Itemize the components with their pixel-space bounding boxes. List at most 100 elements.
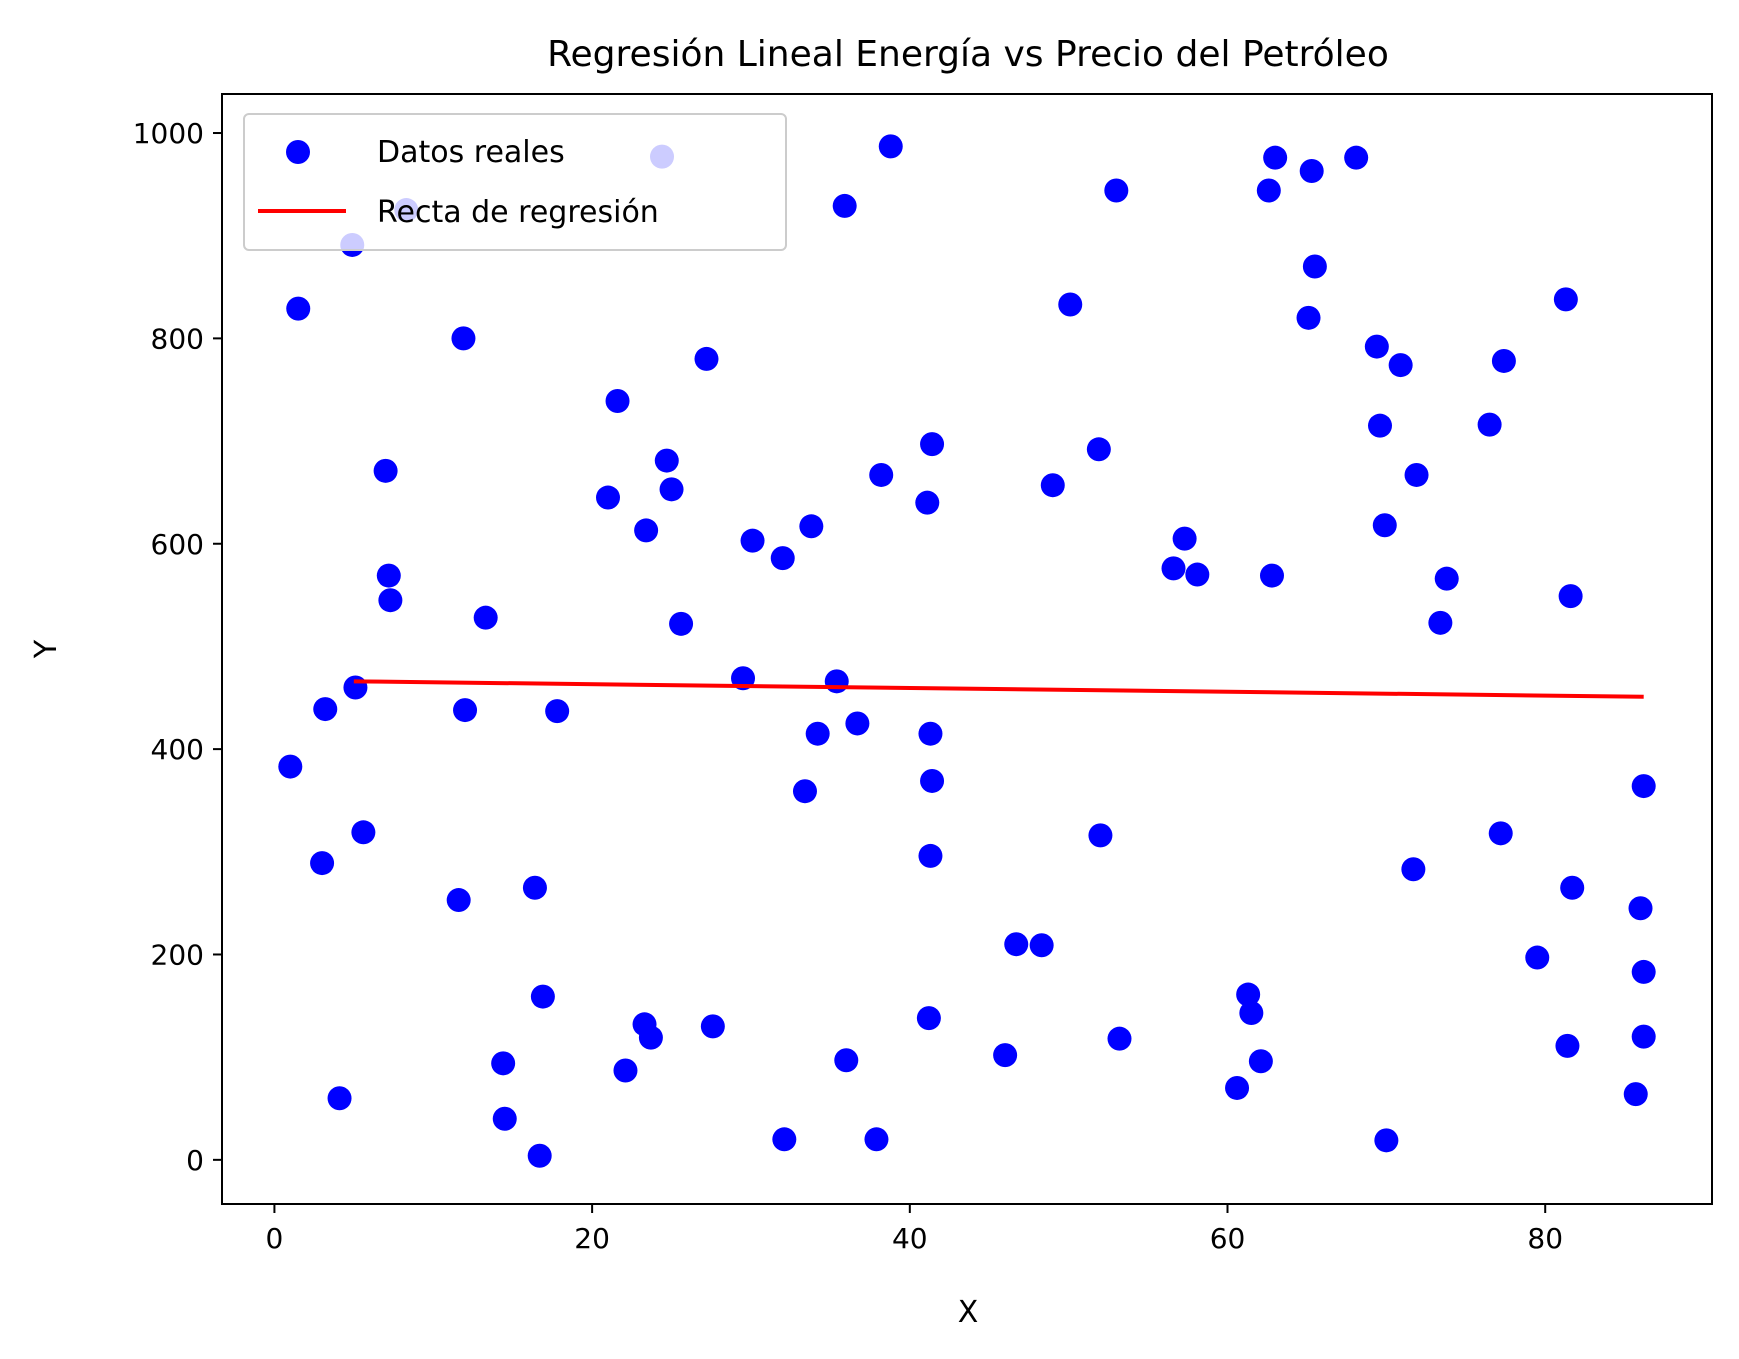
regression-line xyxy=(353,679,1644,699)
data-point xyxy=(1296,305,1321,330)
x-tick-label: 0 xyxy=(266,1222,284,1255)
data-point xyxy=(834,1048,859,1073)
data-point xyxy=(1401,857,1426,882)
data-point xyxy=(920,432,945,457)
data-point xyxy=(799,514,824,539)
data-point xyxy=(1631,959,1656,984)
data-point xyxy=(1263,145,1288,170)
data-point xyxy=(613,1058,638,1083)
legend: Datos reales Recta de regresión xyxy=(243,113,787,251)
data-point xyxy=(286,296,311,321)
x-tick-label: 40 xyxy=(892,1222,928,1255)
data-point xyxy=(1623,1082,1648,1107)
data-point xyxy=(864,1127,889,1152)
data-point xyxy=(918,843,943,868)
data-point xyxy=(805,721,830,746)
data-point xyxy=(310,851,335,876)
data-point xyxy=(1560,875,1585,900)
legend-marker-points xyxy=(286,140,310,164)
data-point xyxy=(869,462,894,487)
data-point xyxy=(916,1006,941,1031)
data-point xyxy=(378,588,403,613)
y-axis-ticks: 0 200 400 600 800 1000 xyxy=(133,117,222,1177)
data-point xyxy=(327,1086,352,1111)
regression-line-layer xyxy=(353,679,1644,699)
data-point xyxy=(1239,1001,1264,1026)
data-point xyxy=(313,697,338,722)
data-point xyxy=(351,820,376,845)
data-point xyxy=(373,458,398,483)
data-point xyxy=(915,490,940,515)
data-point xyxy=(1256,178,1281,203)
data-point xyxy=(1555,1033,1580,1058)
data-point xyxy=(1631,1024,1656,1049)
data-point xyxy=(1553,287,1578,312)
y-tick-label: 1000 xyxy=(133,117,204,150)
data-point xyxy=(530,984,555,1009)
data-point xyxy=(824,669,849,694)
data-point xyxy=(740,528,765,553)
data-point xyxy=(1040,473,1065,498)
y-tick-label: 0 xyxy=(186,1144,204,1177)
data-point xyxy=(1631,774,1656,799)
data-point xyxy=(878,134,903,159)
legend-frame xyxy=(243,113,787,251)
data-point xyxy=(669,611,694,636)
data-point xyxy=(1172,526,1197,551)
data-point xyxy=(1404,462,1429,487)
x-tick-label: 80 xyxy=(1527,1222,1563,1255)
data-point xyxy=(700,1014,725,1039)
data-point xyxy=(1259,563,1284,588)
data-point xyxy=(545,699,570,724)
legend-label-points: Datos reales xyxy=(377,135,565,170)
data-point xyxy=(772,1127,797,1152)
y-axis-label: Y xyxy=(29,639,64,659)
data-point xyxy=(1488,821,1513,846)
data-point xyxy=(446,888,471,913)
data-point xyxy=(343,675,368,700)
data-point xyxy=(1477,412,1502,437)
data-point xyxy=(1086,437,1111,462)
data-point xyxy=(1104,178,1129,203)
data-point xyxy=(920,768,945,793)
data-point xyxy=(638,1025,663,1050)
data-point xyxy=(376,563,401,588)
data-point xyxy=(1374,1128,1399,1153)
data-point xyxy=(1236,982,1261,1007)
x-axis-ticks: 0 20 40 60 80 xyxy=(266,1204,1563,1255)
data-point xyxy=(770,546,795,571)
data-point xyxy=(1088,823,1113,848)
data-point xyxy=(1558,584,1583,609)
data-point xyxy=(993,1043,1018,1068)
x-tick-label: 60 xyxy=(1210,1222,1246,1255)
data-point xyxy=(1029,933,1054,958)
data-point xyxy=(832,193,857,218)
data-points xyxy=(278,134,1656,1168)
y-tick-label: 200 xyxy=(151,938,204,971)
data-point xyxy=(1225,1075,1250,1100)
data-point xyxy=(453,698,478,723)
data-point xyxy=(634,518,659,543)
data-point xyxy=(845,711,870,736)
data-point xyxy=(1161,556,1186,581)
y-tick-label: 800 xyxy=(151,322,204,355)
data-point xyxy=(451,326,476,351)
data-point xyxy=(1491,348,1516,373)
chart-title: Regresión Lineal Energía vs Precio del P… xyxy=(547,34,1389,75)
data-point xyxy=(278,754,303,779)
data-point xyxy=(1302,254,1327,279)
data-point xyxy=(659,477,684,502)
data-point xyxy=(1525,945,1550,970)
data-point xyxy=(527,1143,552,1168)
data-point xyxy=(1388,353,1413,378)
data-point xyxy=(1628,896,1653,921)
data-point xyxy=(694,346,719,371)
y-tick-label: 600 xyxy=(151,528,204,561)
legend-label-line: Recta de regresión xyxy=(377,195,659,230)
data-point xyxy=(605,389,630,414)
y-tick-label: 400 xyxy=(151,733,204,766)
data-point xyxy=(918,721,943,746)
data-point xyxy=(1344,145,1369,170)
plot-area xyxy=(221,93,1713,1205)
